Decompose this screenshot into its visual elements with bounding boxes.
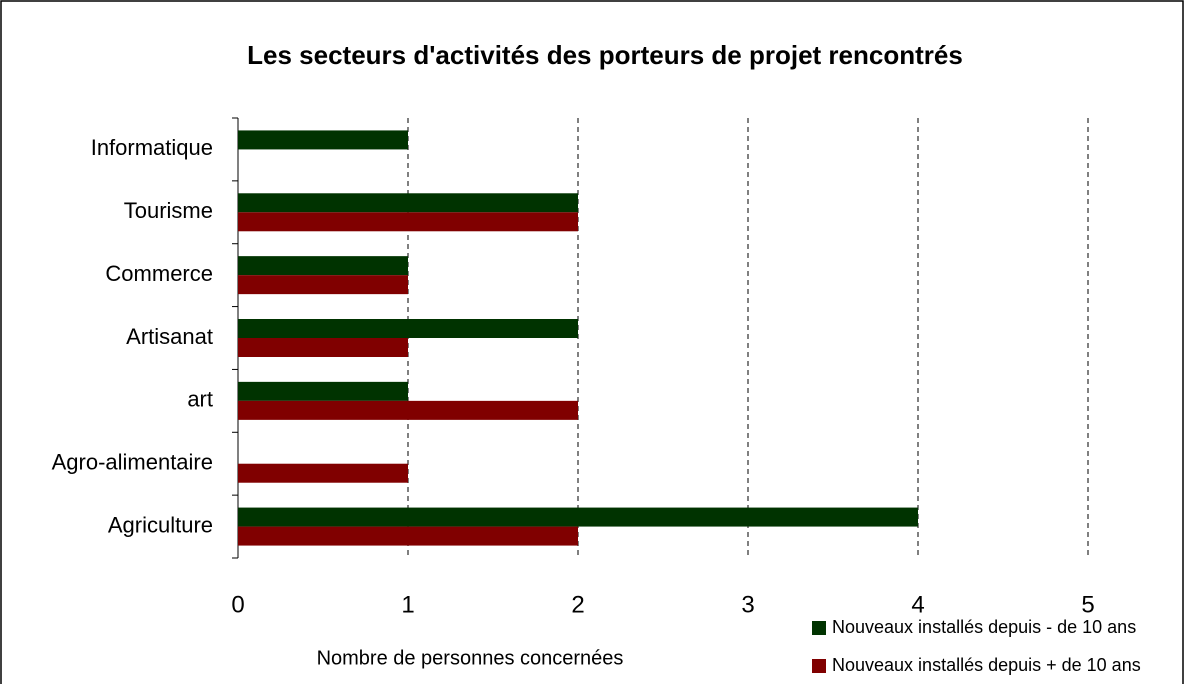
x-tick-label: 2 bbox=[571, 591, 584, 618]
legend-swatch bbox=[812, 659, 826, 673]
bar bbox=[238, 130, 408, 150]
legend-label: Nouveaux installés depuis + de 10 ans bbox=[832, 655, 1141, 675]
y-tick-label: art bbox=[187, 387, 213, 412]
bar bbox=[238, 319, 578, 338]
y-tick-label: Informatique bbox=[91, 135, 213, 160]
legend-swatch bbox=[812, 621, 826, 635]
x-tick-label: 4 bbox=[911, 591, 924, 618]
y-tick-label: Artisanat bbox=[126, 324, 213, 349]
bar bbox=[238, 193, 578, 213]
bar bbox=[238, 400, 578, 420]
chart-title: Les secteurs d'activités des porteurs de… bbox=[247, 40, 963, 70]
y-tick-label: Commerce bbox=[105, 261, 213, 286]
legend-label: Nouveaux installés depuis - de 10 ans bbox=[832, 617, 1136, 637]
bar bbox=[238, 275, 408, 295]
x-tick-label: 3 bbox=[741, 591, 754, 618]
y-tick-label: Agriculture bbox=[108, 512, 213, 537]
bar bbox=[238, 463, 408, 483]
x-axis-label: Nombre de personnes concernées bbox=[317, 647, 624, 669]
bar bbox=[238, 256, 408, 276]
bar bbox=[238, 212, 578, 232]
bar bbox=[238, 381, 408, 401]
y-tick-label: Tourisme bbox=[124, 198, 213, 223]
y-tick-label: Agro-alimentaire bbox=[52, 450, 213, 475]
x-tick-label: 5 bbox=[1081, 591, 1094, 618]
x-tick-label: 0 bbox=[231, 591, 244, 618]
bar bbox=[238, 526, 578, 546]
bar bbox=[238, 507, 918, 527]
bar bbox=[238, 338, 408, 357]
x-tick-label: 1 bbox=[401, 591, 414, 618]
